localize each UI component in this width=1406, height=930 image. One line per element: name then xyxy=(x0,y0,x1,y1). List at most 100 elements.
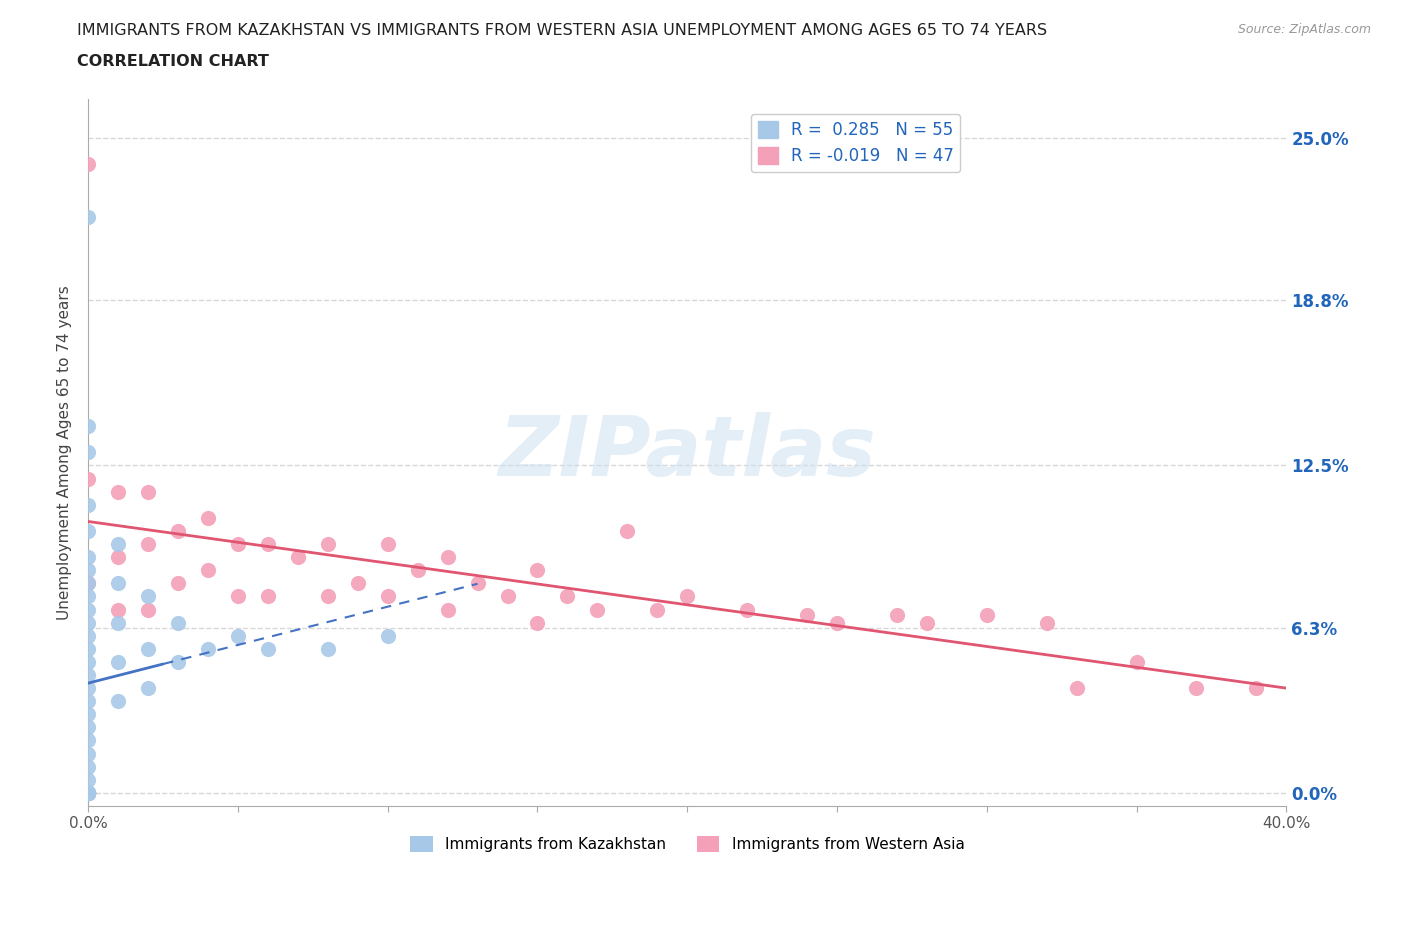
Point xyxy=(77,786,100,801)
Text: IMMIGRANTS FROM KAZAKHSTAN VS IMMIGRANTS FROM WESTERN ASIA UNEMPLOYMENT AMONG AG: IMMIGRANTS FROM KAZAKHSTAN VS IMMIGRANTS… xyxy=(77,23,1047,38)
Point xyxy=(77,209,100,224)
Point xyxy=(377,629,399,644)
Legend: Immigrants from Kazakhstan, Immigrants from Western Asia: Immigrants from Kazakhstan, Immigrants f… xyxy=(404,830,970,858)
Point xyxy=(316,537,339,551)
Point xyxy=(107,602,129,617)
Point xyxy=(645,602,668,617)
Point xyxy=(77,786,100,801)
Point xyxy=(1185,681,1208,696)
Point xyxy=(77,733,100,748)
Point xyxy=(557,589,579,604)
Point xyxy=(77,720,100,735)
Point xyxy=(136,642,159,657)
Point xyxy=(167,576,190,591)
Text: ZIPatlas: ZIPatlas xyxy=(498,412,876,493)
Point xyxy=(77,786,100,801)
Point xyxy=(77,629,100,644)
Y-axis label: Unemployment Among Ages 65 to 74 years: Unemployment Among Ages 65 to 74 years xyxy=(58,285,72,619)
Text: CORRELATION CHART: CORRELATION CHART xyxy=(77,54,269,69)
Point xyxy=(77,694,100,709)
Point xyxy=(136,602,159,617)
Point xyxy=(77,472,100,486)
Point xyxy=(257,589,280,604)
Point xyxy=(167,615,190,630)
Point xyxy=(197,511,219,525)
Point xyxy=(107,615,129,630)
Point xyxy=(467,576,489,591)
Point xyxy=(167,524,190,538)
Point xyxy=(616,524,638,538)
Point xyxy=(197,563,219,578)
Text: Source: ZipAtlas.com: Source: ZipAtlas.com xyxy=(1237,23,1371,36)
Point xyxy=(586,602,609,617)
Point xyxy=(1125,655,1147,670)
Point xyxy=(77,786,100,801)
Point xyxy=(77,668,100,683)
Point xyxy=(436,602,458,617)
Point xyxy=(77,563,100,578)
Point xyxy=(77,418,100,433)
Point xyxy=(77,498,100,512)
Point xyxy=(136,589,159,604)
Point xyxy=(346,576,368,591)
Point xyxy=(77,786,100,801)
Point xyxy=(316,589,339,604)
Point xyxy=(226,537,249,551)
Point xyxy=(77,524,100,538)
Point xyxy=(77,786,100,801)
Point xyxy=(77,157,100,172)
Point xyxy=(107,537,129,551)
Point xyxy=(77,576,100,591)
Point xyxy=(107,550,129,565)
Point xyxy=(915,615,938,630)
Point xyxy=(735,602,758,617)
Point xyxy=(77,642,100,657)
Point xyxy=(77,786,100,801)
Point xyxy=(406,563,429,578)
Point xyxy=(77,589,100,604)
Point xyxy=(77,681,100,696)
Point xyxy=(107,655,129,670)
Point xyxy=(107,576,129,591)
Point xyxy=(77,602,100,617)
Point xyxy=(77,576,100,591)
Point xyxy=(1246,681,1268,696)
Point xyxy=(77,786,100,801)
Point xyxy=(77,550,100,565)
Point xyxy=(77,786,100,801)
Point xyxy=(77,655,100,670)
Point xyxy=(107,485,129,499)
Point xyxy=(226,629,249,644)
Point xyxy=(77,772,100,787)
Point xyxy=(77,445,100,459)
Point xyxy=(77,786,100,801)
Point xyxy=(526,563,548,578)
Point xyxy=(167,655,190,670)
Point xyxy=(77,786,100,801)
Point xyxy=(377,537,399,551)
Point xyxy=(77,786,100,801)
Point xyxy=(257,642,280,657)
Point xyxy=(976,607,998,622)
Point xyxy=(526,615,548,630)
Point xyxy=(136,681,159,696)
Point xyxy=(136,485,159,499)
Point xyxy=(825,615,848,630)
Point xyxy=(77,786,100,801)
Point xyxy=(496,589,519,604)
Point xyxy=(676,589,699,604)
Point xyxy=(197,642,219,657)
Point xyxy=(77,786,100,801)
Point xyxy=(77,615,100,630)
Point xyxy=(226,589,249,604)
Point xyxy=(77,786,100,801)
Point xyxy=(377,589,399,604)
Point xyxy=(77,746,100,761)
Point xyxy=(77,786,100,801)
Point xyxy=(1035,615,1057,630)
Point xyxy=(796,607,818,622)
Point xyxy=(886,607,908,622)
Point xyxy=(77,707,100,722)
Point xyxy=(257,537,280,551)
Point xyxy=(136,537,159,551)
